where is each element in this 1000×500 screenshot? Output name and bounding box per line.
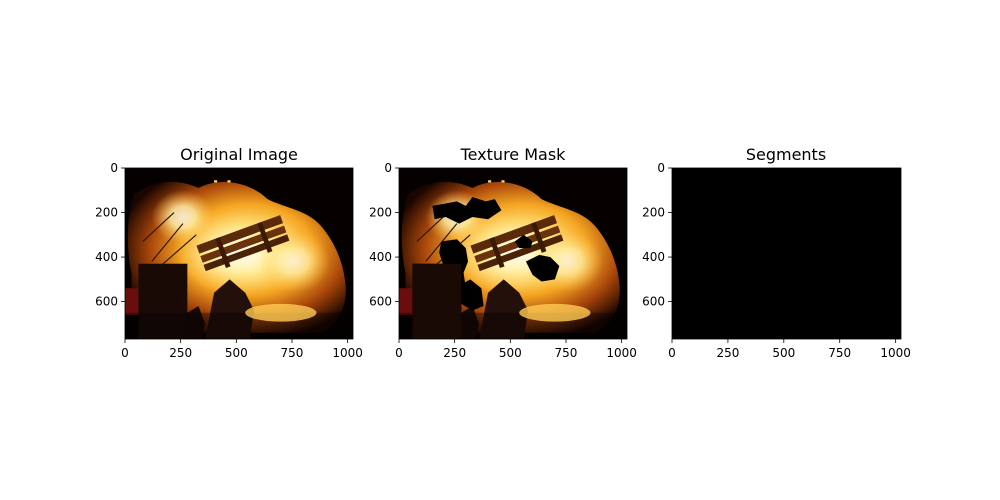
- y-tick-label: 600: [95, 295, 118, 309]
- x-axis: 0 250 500 750 1000: [395, 339, 637, 360]
- x-tick-label: 750: [281, 346, 304, 360]
- x-tick-label: 750: [555, 346, 578, 360]
- x-tick-label: 1000: [880, 346, 911, 360]
- panel-title: Segments: [746, 145, 826, 164]
- original-image: [125, 168, 353, 339]
- y-axis: 0 200 400 600: [95, 161, 125, 309]
- x-tick-label: 1000: [332, 346, 363, 360]
- x-tick-label: 250: [169, 346, 192, 360]
- y-tick-label: 0: [384, 161, 392, 175]
- x-tick-label: 500: [499, 346, 522, 360]
- y-tick-label: 0: [110, 161, 118, 175]
- y-axis: 0 200 400 600: [369, 161, 399, 309]
- panel-segments: Segments 0 250 500 750 1000 0 200 400 600: [642, 145, 911, 360]
- axes-frame: [124, 167, 354, 340]
- x-tick-label: 250: [443, 346, 466, 360]
- x-tick-label: 500: [772, 346, 795, 360]
- y-tick-label: 200: [642, 206, 665, 220]
- y-tick-label: 200: [369, 206, 392, 220]
- panel-title: Original Image: [180, 145, 298, 164]
- y-tick-label: 600: [369, 295, 392, 309]
- x-axis: 0 250 500 750 1000: [121, 339, 363, 360]
- x-tick-label: 250: [716, 346, 739, 360]
- x-tick-label: 0: [121, 346, 129, 360]
- axes-frame: [671, 167, 902, 340]
- segments-image: [672, 168, 901, 339]
- x-tick-label: 0: [395, 346, 403, 360]
- x-tick-label: 0: [668, 346, 676, 360]
- y-tick-label: 600: [642, 295, 665, 309]
- panel-texture-mask: Texture Mask 0 250 500 750 1000 0 200 400 600: [369, 145, 637, 360]
- y-tick-label: 0: [657, 161, 665, 175]
- panel-original-image: Original Image 0 250 500 750 1000 0 200 400 600: [95, 145, 363, 360]
- x-axis: 0 250 500 750 1000: [668, 339, 911, 360]
- y-tick-label: 200: [95, 206, 118, 220]
- panel-title: Texture Mask: [460, 145, 567, 164]
- axes-frame: [398, 167, 628, 340]
- y-tick-label: 400: [95, 250, 118, 264]
- y-tick-label: 400: [369, 250, 392, 264]
- x-tick-label: 500: [225, 346, 248, 360]
- texture-mask-image: [399, 168, 627, 339]
- y-tick-label: 400: [642, 250, 665, 264]
- x-tick-label: 750: [828, 346, 851, 360]
- x-tick-label: 1000: [606, 346, 637, 360]
- y-axis: 0 200 400 600: [642, 161, 672, 309]
